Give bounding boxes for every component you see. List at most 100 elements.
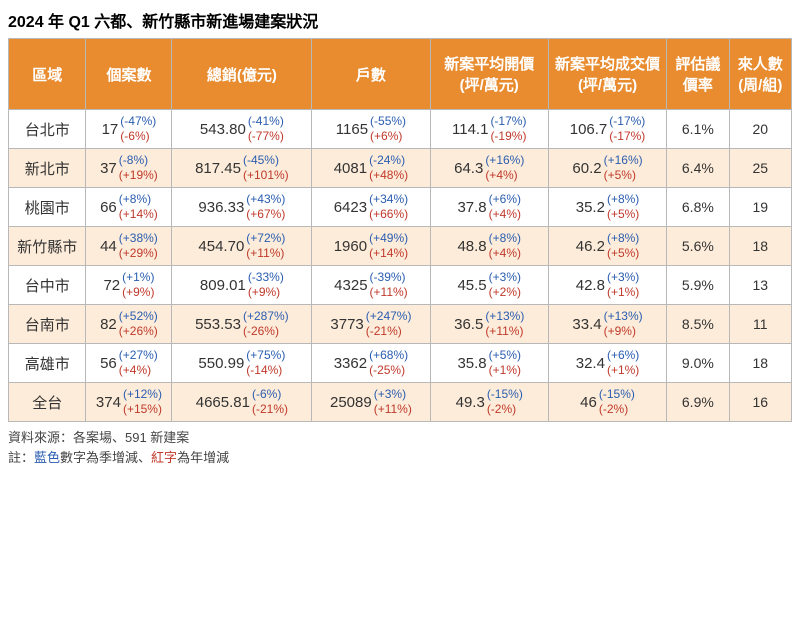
region-cell: 台北市 [9, 110, 86, 149]
year-change: (+1%) [489, 363, 521, 378]
quarter-change: (-45%) [243, 153, 279, 168]
quarter-change: (-55%) [370, 114, 406, 129]
region-cell: 全台 [9, 383, 86, 422]
quarter-change: (+8%) [489, 231, 521, 246]
quarter-change: (+13%) [604, 309, 643, 324]
quarter-change: (+6%) [607, 348, 639, 363]
year-change: (+2%) [489, 285, 521, 300]
rate-cell: 9.0% [667, 344, 729, 383]
table-row: 新北市37(-8%)(+19%)817.45(-45%)(+101%)4081(… [9, 149, 792, 188]
year-change: (+5%) [607, 207, 639, 222]
rate-cell: 5.6% [667, 227, 729, 266]
quarter-change: (+3%) [374, 387, 406, 402]
year-change: (-17%) [609, 129, 645, 144]
quarter-change: (+247%) [366, 309, 412, 324]
units-cell: 1960(+49%)(+14%) [312, 227, 430, 266]
deal-cell: 60.2(+16%)(+5%) [548, 149, 666, 188]
sales-cell: 454.70(+72%)(+11%) [172, 227, 312, 266]
quarter-change: (+72%) [246, 231, 285, 246]
cell-value: 82 [100, 316, 117, 333]
deal-cell: 33.4(+13%)(+9%) [548, 305, 666, 344]
cell-value: 550.99 [198, 355, 244, 372]
cell-value: 37.8 [457, 199, 486, 216]
quarter-change: (+1%) [122, 270, 154, 285]
year-change: (+11%) [374, 402, 412, 417]
cell-value: 25089 [330, 394, 372, 411]
quarter-change: (+6%) [489, 192, 521, 207]
year-change: (+29%) [119, 246, 158, 261]
quarter-change: (+287%) [243, 309, 289, 324]
visitors-cell: 19 [729, 188, 791, 227]
open-cell: 35.8(+5%)(+1%) [430, 344, 548, 383]
units-cell: 25089(+3%)(+11%) [312, 383, 430, 422]
visitors-cell: 20 [729, 110, 791, 149]
visitors-cell: 16 [729, 383, 791, 422]
year-change: (+1%) [607, 285, 639, 300]
rate-cell: 6.9% [667, 383, 729, 422]
table-row: 桃園市66(+8%)(+14%)936.33(+43%)(+67%)6423(+… [9, 188, 792, 227]
cases-cell: 44(+38%)(+29%) [86, 227, 172, 266]
year-change: (+14%) [119, 207, 158, 222]
year-change: (+11%) [485, 324, 523, 339]
year-change: (+9%) [248, 285, 280, 300]
cell-value: 49.3 [456, 394, 485, 411]
cell-value: 66 [100, 199, 117, 216]
quarter-change: (-15%) [599, 387, 635, 402]
cases-cell: 17(-47%)(-6%) [86, 110, 172, 149]
year-change: (+101%) [243, 168, 289, 183]
sales-cell: 4665.81(-6%)(-21%) [172, 383, 312, 422]
cell-value: 60.2 [572, 160, 601, 177]
sales-cell: 817.45(-45%)(+101%) [172, 149, 312, 188]
cell-value: 553.53 [195, 316, 241, 333]
cases-cell: 82(+52%)(+26%) [86, 305, 172, 344]
deal-cell: 46(-15%)(-2%) [548, 383, 666, 422]
cell-value: 64.3 [454, 160, 483, 177]
cell-value: 56 [100, 355, 117, 372]
sales-cell: 543.80(-41%)(-77%) [172, 110, 312, 149]
deal-cell: 106.7(-17%)(-17%) [548, 110, 666, 149]
region-cell: 新北市 [9, 149, 86, 188]
cell-value: 1165 [336, 121, 368, 138]
column-header: 來人數(周/組) [729, 39, 791, 110]
cell-value: 106.7 [570, 121, 608, 138]
year-change: (+9%) [122, 285, 154, 300]
cell-value: 114.1 [452, 121, 488, 138]
quarter-change: (+8%) [607, 192, 639, 207]
cases-cell: 72(+1%)(+9%) [86, 266, 172, 305]
cell-value: 33.4 [572, 316, 601, 333]
year-change: (+66%) [369, 207, 408, 222]
cell-value: 1960 [334, 238, 367, 255]
cell-value: 374 [96, 394, 121, 411]
year-change: (-26%) [243, 324, 279, 339]
year-change: (-25%) [369, 363, 405, 378]
sales-cell: 809.01(-33%)(+9%) [172, 266, 312, 305]
table-row: 台北市17(-47%)(-6%)543.80(-41%)(-77%)1165(-… [9, 110, 792, 149]
cell-value: 809.01 [200, 277, 246, 294]
cell-value: 42.8 [576, 277, 605, 294]
open-cell: 45.5(+3%)(+2%) [430, 266, 548, 305]
units-cell: 4081(-24%)(+48%) [312, 149, 430, 188]
quarter-change: (+16%) [485, 153, 524, 168]
year-change: (+48%) [369, 168, 408, 183]
year-change: (+11%) [370, 285, 408, 300]
quarter-change: (+3%) [607, 270, 639, 285]
quarter-change: (-41%) [248, 114, 284, 129]
footer-note: 註：藍色數字為季增減、紅字為年增減 [8, 448, 792, 468]
table-row: 台南市82(+52%)(+26%) 553.53(+287%)(-26%) 3773… [9, 305, 792, 344]
cell-value: 35.8 [457, 355, 486, 372]
cases-cell: 66(+8%)(+14%) [86, 188, 172, 227]
year-change: (+11%) [246, 246, 284, 261]
units-cell: 3773(+247%)(-21%) [312, 305, 430, 344]
quarter-change: (+75%) [246, 348, 285, 363]
rate-cell: 6.4% [667, 149, 729, 188]
column-header: 個案數 [86, 39, 172, 110]
quarter-change: (+52%) [119, 309, 158, 324]
year-change: (-6%) [120, 129, 149, 144]
region-cell: 台南市 [9, 305, 86, 344]
cell-value: 4325 [334, 277, 367, 294]
visitors-cell: 18 [729, 344, 791, 383]
quarter-change: (-17%) [609, 114, 645, 129]
year-change: (+9%) [604, 324, 636, 339]
units-cell: 3362(+68%)(-25%) [312, 344, 430, 383]
region-cell: 新竹縣市 [9, 227, 86, 266]
